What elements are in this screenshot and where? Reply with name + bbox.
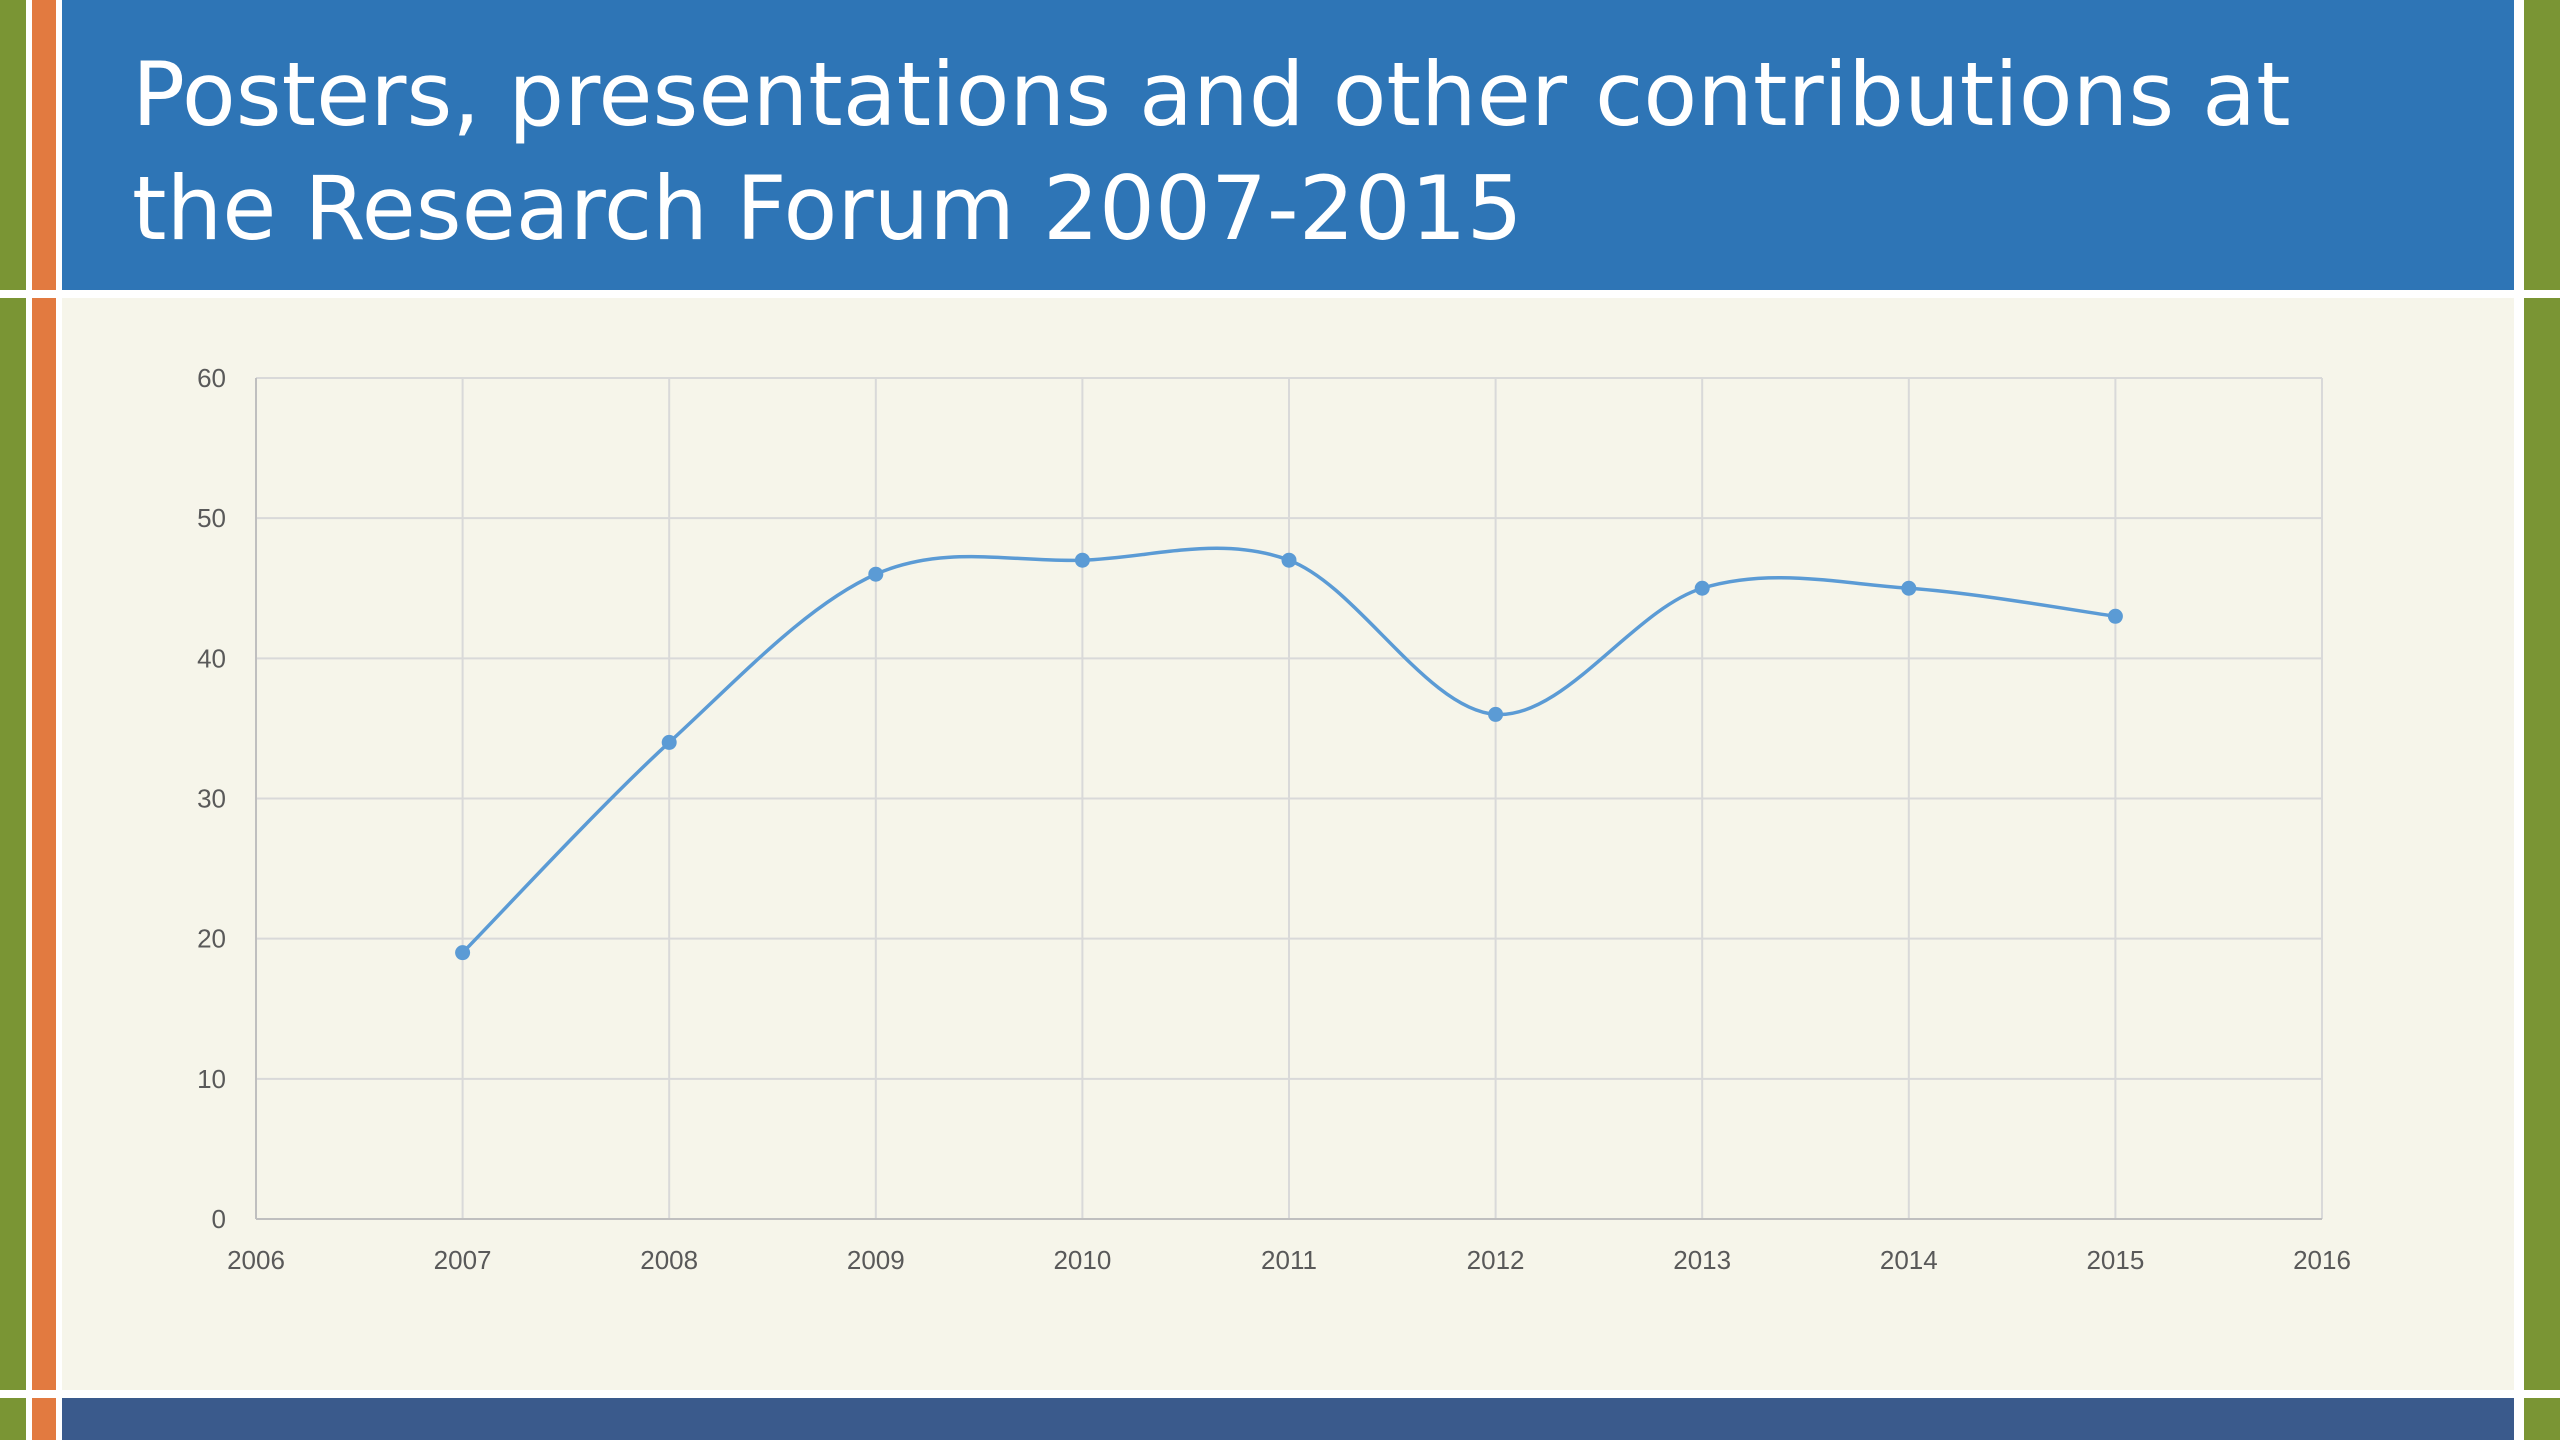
left-accent-gap xyxy=(26,0,32,1440)
left-green-accent-bar xyxy=(0,0,26,1440)
data-point xyxy=(1074,552,1090,568)
data-point xyxy=(2107,608,2123,624)
left-orange-accent-bar xyxy=(32,0,56,1440)
y-tick-label: 50 xyxy=(197,503,226,533)
x-tick-label: 2006 xyxy=(227,1245,285,1275)
x-tick-label: 2015 xyxy=(2086,1245,2144,1275)
y-tick-label: 30 xyxy=(197,784,226,814)
data-point xyxy=(661,734,677,750)
title-bar xyxy=(62,0,2514,290)
x-tick-label: 2008 xyxy=(640,1245,698,1275)
footer-divider-line xyxy=(0,1390,2560,1398)
y-tick-label: 20 xyxy=(197,924,226,954)
y-tick-label: 60 xyxy=(197,363,226,393)
right-green-accent-bar xyxy=(2524,0,2560,1440)
data-point xyxy=(868,566,884,582)
data-point xyxy=(455,945,471,961)
x-tick-label: 2009 xyxy=(847,1245,905,1275)
data-point xyxy=(1694,580,1710,596)
left-accent-gap-inner xyxy=(56,0,62,1440)
x-tick-label: 2007 xyxy=(434,1245,492,1275)
x-tick-label: 2010 xyxy=(1053,1245,1111,1275)
x-tick-label: 2011 xyxy=(1261,1245,1317,1275)
x-tick-label: 2013 xyxy=(1673,1245,1731,1275)
slide-title: Posters, presentations and other contrib… xyxy=(132,43,2291,260)
title-divider-line xyxy=(0,290,2560,298)
y-tick-label: 0 xyxy=(212,1204,226,1234)
data-point xyxy=(1901,580,1917,596)
y-tick-label: 40 xyxy=(197,643,226,673)
footer-bar xyxy=(62,1398,2514,1440)
x-tick-label: 2016 xyxy=(2293,1245,2351,1275)
right-accent-gap xyxy=(2514,0,2524,1440)
data-point xyxy=(1488,706,1504,722)
y-tick-label: 10 xyxy=(197,1064,226,1094)
x-tick-label: 2012 xyxy=(1467,1245,1525,1275)
data-point xyxy=(1281,552,1297,568)
x-tick-label: 2014 xyxy=(1880,1245,1938,1275)
